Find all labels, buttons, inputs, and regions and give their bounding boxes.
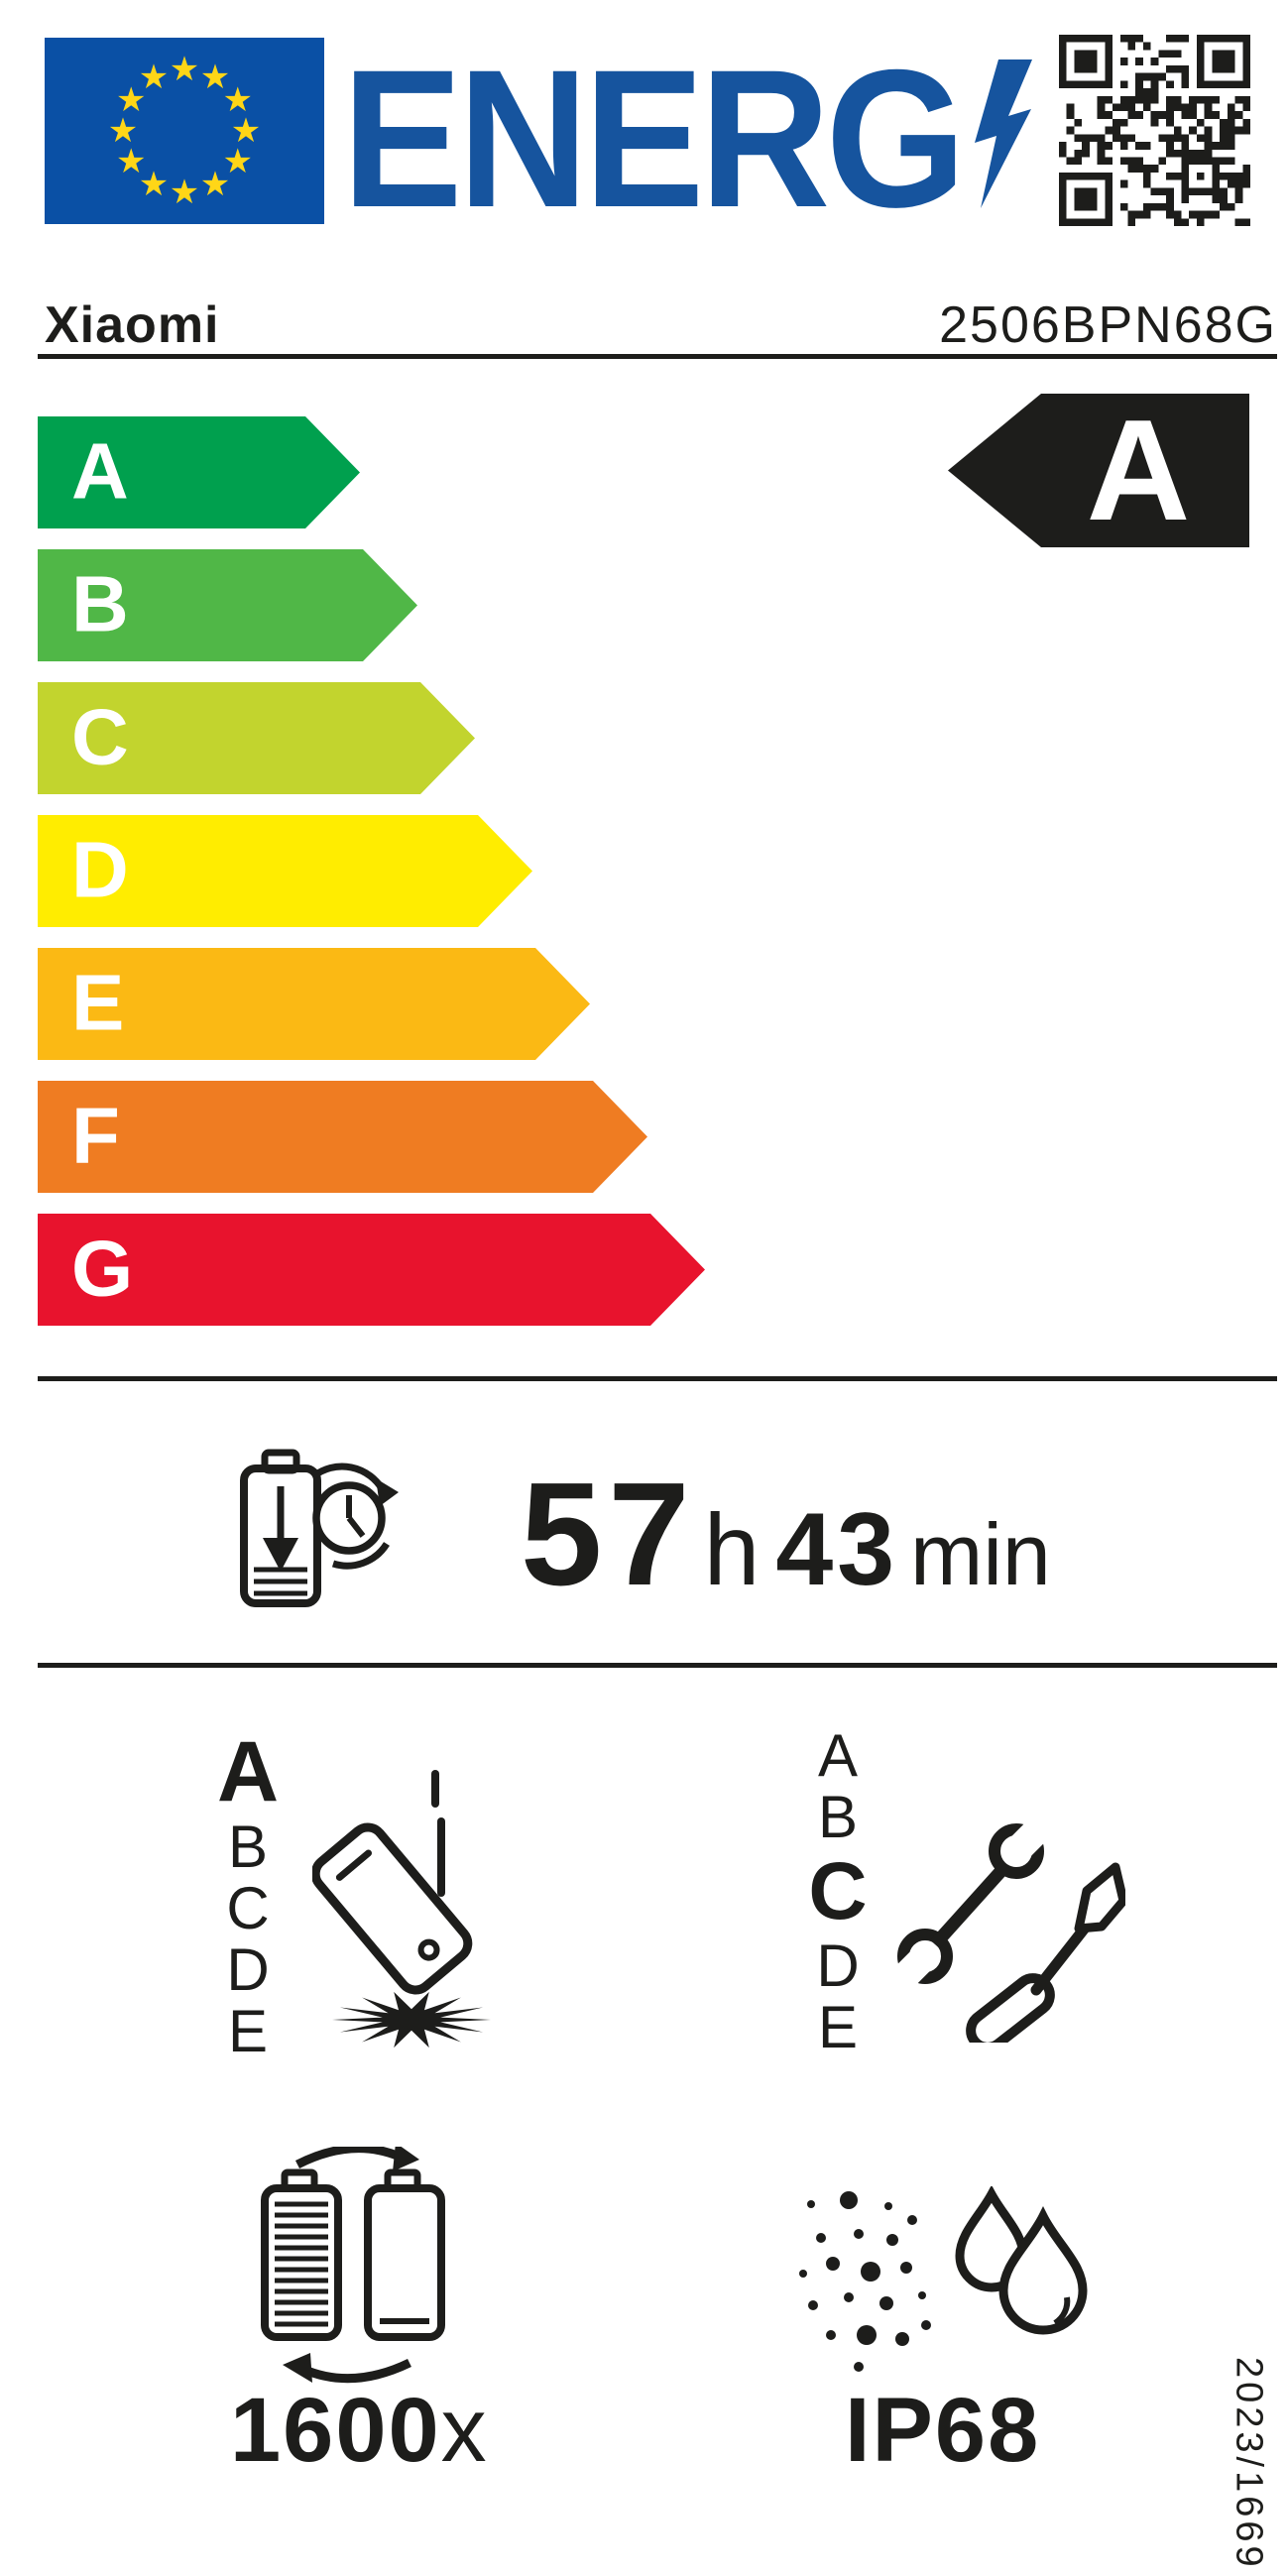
endurance-hours: 57 bbox=[521, 1453, 696, 1616]
battery-discharge-clock-icon bbox=[238, 1443, 407, 1613]
eu-star-icon: ★ bbox=[138, 165, 170, 203]
endurance-hours-unit: h bbox=[703, 1493, 761, 1606]
grade-arrow-E: E bbox=[38, 948, 590, 1060]
endurance-minutes: 43 bbox=[775, 1492, 899, 1607]
energ-logo-text: ENERG bbox=[342, 29, 966, 248]
class-letter-B: B bbox=[227, 1814, 269, 1880]
eu-star-icon: ★ bbox=[107, 112, 139, 150]
class-letter-D: D bbox=[816, 1932, 860, 1999]
qr-code-icon bbox=[1059, 35, 1250, 226]
grade-arrow-B: B bbox=[38, 549, 417, 661]
grade-letter: G bbox=[71, 1223, 134, 1312]
eu-star-icon: ★ bbox=[199, 165, 231, 203]
grade-arrow-D: D bbox=[38, 815, 532, 927]
eu-star-icon: ★ bbox=[222, 143, 253, 180]
grade-letter: E bbox=[71, 957, 125, 1046]
model-identifier: 2506BPN68G bbox=[939, 296, 1277, 354]
grade-arrow-G: G bbox=[38, 1214, 705, 1326]
battery-endurance-value: 57 h 43 min bbox=[521, 1462, 1051, 1608]
grade-letter: C bbox=[71, 691, 129, 780]
grade-letter: B bbox=[71, 558, 129, 647]
dust-water-drops-icon bbox=[793, 2186, 1091, 2375]
class-letter-E: E bbox=[227, 1998, 269, 2064]
regulation-number: 2023/1669 bbox=[1228, 2357, 1270, 2571]
ingress-protection-value: IP68 bbox=[845, 2385, 1040, 2476]
class-letter-C: C bbox=[808, 1846, 868, 1936]
eu-star-icon: ★ bbox=[199, 59, 231, 97]
divider bbox=[38, 1376, 1277, 1381]
eu-star-icon: ★ bbox=[230, 112, 262, 150]
brand-name: Xiaomi bbox=[45, 296, 220, 354]
battery-recharge-cycle-icon bbox=[253, 2147, 451, 2390]
eu-star-icon: ★ bbox=[169, 51, 200, 88]
divider bbox=[38, 1663, 1277, 1668]
grade-arrow-F: F bbox=[38, 1081, 647, 1193]
eu-star-icon: ★ bbox=[116, 143, 147, 180]
class-letter-E: E bbox=[817, 1994, 859, 2060]
class-letter-B: B bbox=[817, 1784, 859, 1850]
class-letter-D: D bbox=[226, 1936, 270, 2003]
divider bbox=[38, 354, 1277, 359]
lightning-bolt-icon bbox=[969, 59, 1032, 208]
energy-rating-arrow: A bbox=[948, 394, 1249, 547]
battery-cycles-value: 1600 x bbox=[230, 2385, 487, 2476]
energy-rating-letter: A bbox=[1086, 390, 1191, 550]
grade-arrow-C: C bbox=[38, 682, 475, 794]
cycles-unit: x bbox=[440, 2380, 487, 2481]
class-letter-A: A bbox=[817, 1722, 859, 1789]
endurance-minutes-unit: min bbox=[910, 1505, 1051, 1603]
cycles-number: 1600 bbox=[230, 2380, 441, 2481]
eu-star-icon: ★ bbox=[116, 81, 147, 119]
grade-letter: F bbox=[71, 1090, 120, 1179]
class-letter-A: A bbox=[216, 1724, 280, 1819]
wrench-screwdriver-icon bbox=[878, 1810, 1125, 2043]
eu-star-icon: ★ bbox=[222, 81, 253, 119]
class-letter-C: C bbox=[226, 1875, 270, 1941]
eu-flag-icon: ★ ★ ★ ★ ★ ★ ★ ★ ★ ★ ★ ★ bbox=[45, 38, 324, 224]
grade-letter: D bbox=[71, 824, 129, 913]
falling-phone-impact-icon bbox=[312, 1770, 511, 2057]
grade-letter: A bbox=[71, 425, 129, 515]
eu-star-icon: ★ bbox=[169, 174, 200, 211]
ip-rating: IP68 bbox=[845, 2380, 1041, 2481]
eu-star-icon: ★ bbox=[138, 59, 170, 97]
grade-arrow-A: A bbox=[38, 416, 360, 528]
